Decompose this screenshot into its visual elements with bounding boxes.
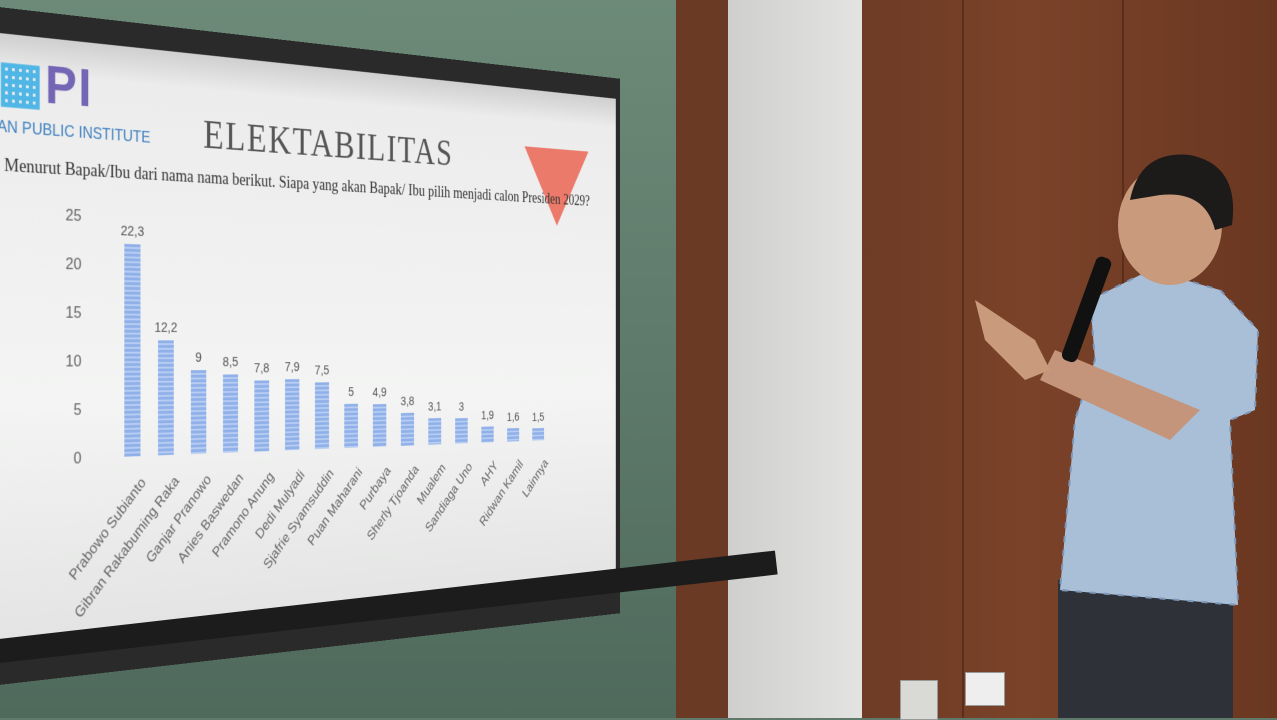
presenter-arm — [1040, 350, 1200, 440]
wall-plug — [965, 672, 1005, 706]
wall-pillar — [676, 0, 736, 718]
presenter-shirt — [1060, 270, 1258, 605]
presenter-hair — [1130, 154, 1234, 230]
presenter-hand — [975, 300, 1050, 380]
microphone-icon — [1061, 256, 1112, 363]
grey-wall — [728, 0, 868, 718]
